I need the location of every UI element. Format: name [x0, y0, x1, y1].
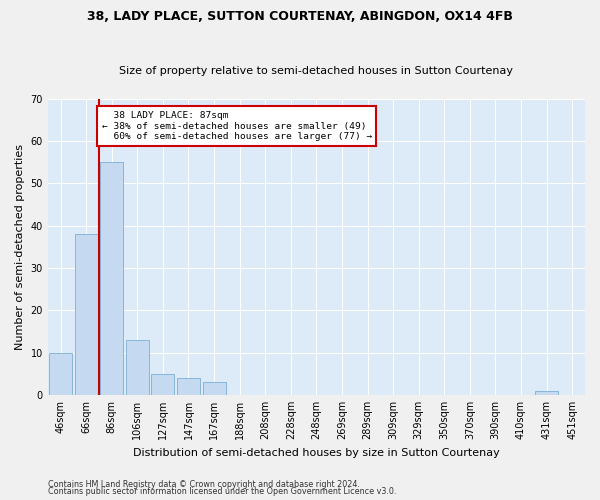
Bar	[151, 374, 175, 395]
Bar	[535, 390, 558, 395]
Text: Contains HM Land Registry data © Crown copyright and database right 2024.: Contains HM Land Registry data © Crown c…	[48, 480, 360, 489]
X-axis label: Distribution of semi-detached houses by size in Sutton Courtenay: Distribution of semi-detached houses by …	[133, 448, 500, 458]
Bar	[203, 382, 226, 395]
Title: Size of property relative to semi-detached houses in Sutton Courtenay: Size of property relative to semi-detach…	[119, 66, 514, 76]
Bar	[100, 162, 123, 395]
Bar	[177, 378, 200, 395]
Text: 38, LADY PLACE, SUTTON COURTENAY, ABINGDON, OX14 4FB: 38, LADY PLACE, SUTTON COURTENAY, ABINGD…	[87, 10, 513, 23]
Bar	[74, 234, 98, 395]
Bar	[126, 340, 149, 395]
Text: Contains public sector information licensed under the Open Government Licence v3: Contains public sector information licen…	[48, 487, 397, 496]
Y-axis label: Number of semi-detached properties: Number of semi-detached properties	[15, 144, 25, 350]
Bar	[49, 352, 72, 395]
Text: 38 LADY PLACE: 87sqm  
← 38% of semi-detached houses are smaller (49)
  60% of s: 38 LADY PLACE: 87sqm ← 38% of semi-detac…	[101, 111, 372, 141]
